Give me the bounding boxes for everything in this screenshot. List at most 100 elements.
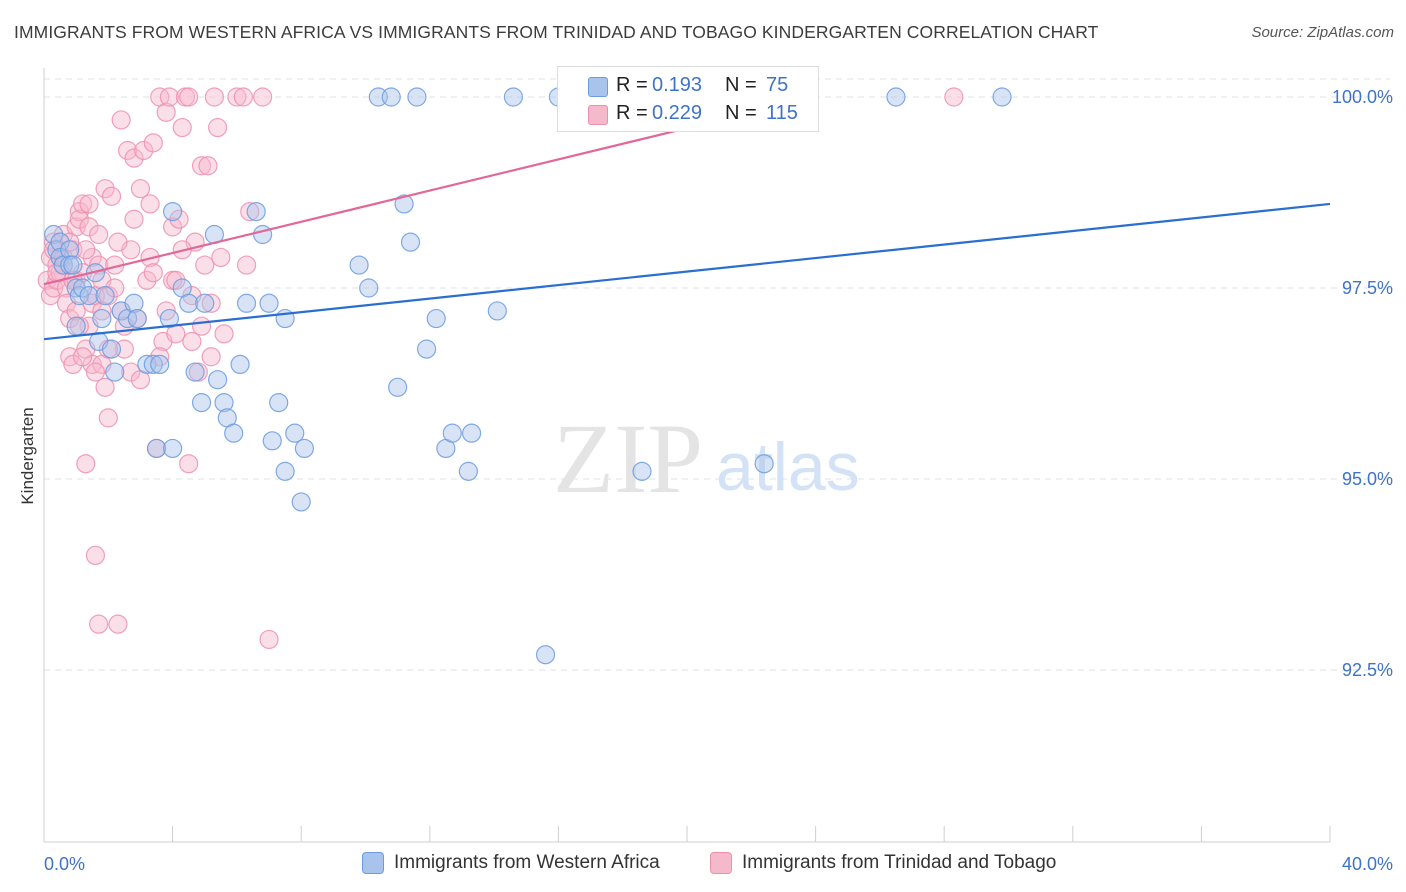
point-trinidad — [208, 117, 228, 138]
point-western-africa — [127, 308, 147, 329]
point-trinidad — [191, 156, 212, 176]
bottom-legend-label: Immigrants from Western Africa — [394, 852, 660, 873]
point-western-africa — [275, 461, 295, 481]
point-trinidad — [944, 87, 964, 107]
point-western-africa — [291, 492, 311, 512]
point-trinidad — [179, 454, 199, 474]
chart-title: IMMIGRANTS FROM WESTERN AFRICA VS IMMIGR… — [14, 22, 1099, 42]
point-western-africa — [992, 87, 1012, 107]
point-trinidad — [82, 247, 102, 268]
legend-r-label: R = — [616, 102, 648, 124]
legend-n-label: N = — [725, 74, 757, 96]
point-western-africa — [163, 202, 183, 222]
legend-row-western-africa: R = 0.193 N = 75 — [560, 70, 818, 104]
point-trinidad — [201, 293, 221, 313]
point-trinidad — [134, 140, 154, 161]
point-trinidad — [198, 156, 218, 176]
legend-n-value: 115 — [766, 102, 798, 124]
point-trinidad — [79, 217, 99, 237]
point-western-africa — [214, 393, 234, 413]
point-trinidad — [76, 240, 96, 260]
point-trinidad — [66, 301, 86, 321]
point-trinidad — [166, 270, 186, 290]
point-trinidad — [79, 194, 99, 214]
point-western-africa — [388, 377, 408, 397]
y-tick-label: 92.5% — [1342, 660, 1393, 680]
x-tick-label-max: 40.0% — [1342, 854, 1393, 874]
point-western-africa — [92, 308, 112, 329]
point-western-africa — [632, 461, 652, 481]
point-western-africa — [253, 224, 273, 245]
point-trinidad — [140, 194, 160, 214]
point-trinidad — [124, 209, 144, 229]
point-western-africa — [191, 393, 212, 413]
point-trinidad — [72, 347, 93, 367]
point-western-africa — [400, 232, 421, 252]
point-western-africa — [208, 370, 228, 390]
point-western-africa — [442, 423, 462, 443]
point-western-africa — [236, 293, 257, 313]
point-western-africa — [886, 87, 906, 107]
point-western-africa — [105, 362, 125, 382]
point-western-africa — [66, 316, 86, 336]
point-trinidad — [156, 102, 176, 122]
legend-n-label: N = — [725, 102, 757, 124]
point-trinidad — [108, 614, 128, 634]
point-trinidad — [195, 255, 215, 275]
legend-r-label: R = — [616, 74, 648, 96]
watermark-atlas: atlas — [716, 429, 860, 505]
y-tick-label: 97.5% — [1342, 278, 1393, 298]
point-western-africa — [146, 438, 167, 459]
point-western-africa — [95, 286, 115, 306]
legend-r-value: 0.229 — [652, 102, 703, 124]
point-trinidad — [159, 87, 179, 107]
source-label: Source: ZipAtlas.com — [1251, 24, 1394, 41]
point-western-africa — [224, 423, 244, 443]
point-trinidad — [233, 87, 253, 107]
axes — [43, 68, 1331, 843]
point-trinidad — [85, 362, 106, 382]
point-trinidad — [143, 133, 163, 153]
point-trinidad — [121, 362, 141, 382]
point-trinidad — [172, 117, 192, 138]
point-trinidad — [259, 629, 279, 650]
point-trinidad — [240, 202, 260, 222]
point-trinidad — [63, 354, 83, 374]
point-trinidad — [227, 87, 247, 107]
point-trinidad — [201, 347, 221, 367]
point-trinidad — [60, 308, 80, 329]
point-western-africa — [159, 308, 179, 329]
legend-r-value: 0.193 — [652, 74, 703, 96]
bottom-legend-swatch-blue — [362, 852, 384, 874]
point-western-africa — [259, 293, 279, 313]
point-trinidad — [163, 217, 183, 237]
point-western-africa — [72, 278, 93, 298]
point-western-africa — [349, 255, 369, 275]
point-western-africa — [458, 461, 478, 481]
trend-line-western-africa — [43, 202, 1331, 341]
point-western-africa — [359, 278, 379, 298]
point-western-africa — [381, 87, 401, 107]
watermark-zip: ZIP — [553, 403, 703, 514]
point-western-africa — [461, 423, 482, 443]
y-tick-label: 100.0% — [1332, 87, 1393, 107]
legend-swatch-pink — [588, 105, 608, 125]
point-western-africa — [269, 393, 289, 413]
point-western-africa — [50, 232, 70, 252]
point-trinidad — [182, 331, 202, 352]
legend-row-trinidad: R = 0.229 N = 115 — [560, 99, 818, 133]
point-trinidad — [137, 270, 157, 290]
point-western-africa — [195, 293, 215, 313]
point-western-africa — [407, 87, 427, 107]
point-trinidad — [117, 140, 138, 161]
point-western-africa — [426, 308, 446, 329]
point-trinidad — [85, 545, 106, 566]
point-western-africa — [79, 286, 99, 306]
bottom-legend-swatch-pink — [710, 852, 732, 874]
point-western-africa — [246, 202, 266, 222]
point-trinidad — [76, 454, 96, 474]
point-western-africa — [179, 293, 199, 313]
point-trinidad — [98, 408, 118, 428]
point-western-africa — [487, 301, 507, 321]
